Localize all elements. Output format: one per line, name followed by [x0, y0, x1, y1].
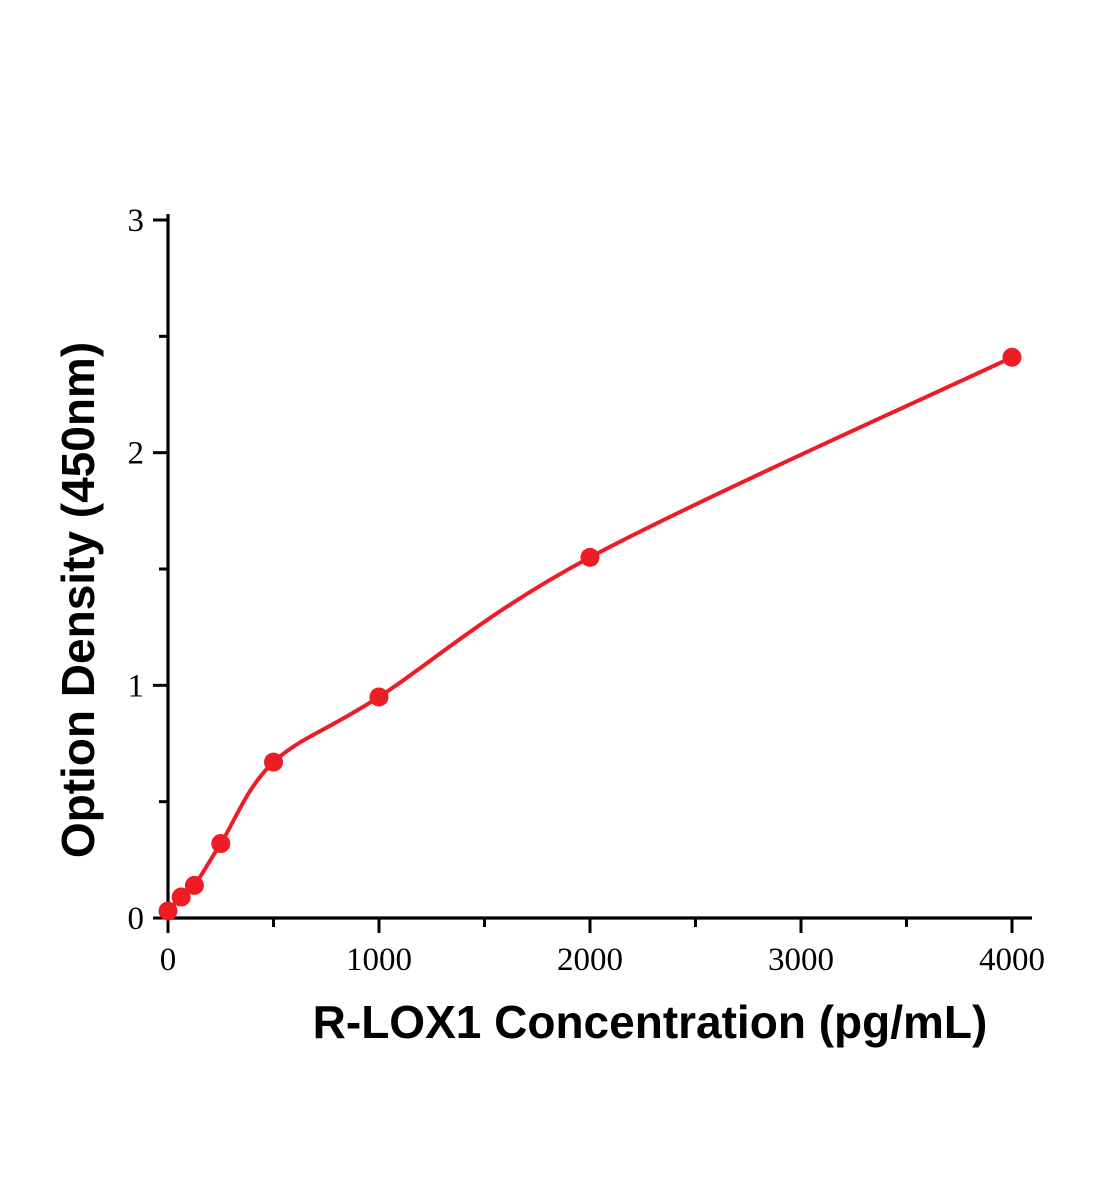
axis-ticks	[153, 218, 1014, 933]
axes	[166, 214, 1032, 920]
data-point-marker	[580, 547, 600, 567]
x-tick-label: 2000	[557, 942, 623, 978]
y-tick-label: 0	[128, 901, 145, 937]
data-point-marker	[158, 901, 178, 921]
data-point-marker	[211, 834, 231, 854]
fit-curve	[166, 355, 1014, 914]
x-tick-label: 4000	[979, 942, 1045, 978]
y-axis-title: Option Density (450nm)	[52, 341, 104, 859]
data-point-marker	[264, 752, 283, 772]
data-point-marker	[184, 875, 204, 895]
y-tick-label: 2	[128, 436, 145, 472]
standard-curve-line	[166, 355, 1014, 914]
x-axis-title: R-LOX1 Concentration (pg/mL)	[312, 996, 988, 1048]
y-tick-label: 3	[128, 203, 145, 239]
x-tick-label: 1000	[346, 942, 412, 978]
data-point-marker	[1002, 347, 1022, 367]
data-points	[158, 347, 1022, 921]
x-tick-label: 0	[160, 942, 177, 978]
data-point-marker	[171, 887, 191, 907]
data-point-marker	[369, 687, 389, 707]
x-tick-label: 3000	[768, 942, 834, 978]
tick-labels: 0 1000 2000 3000 4000 0 1 2 3	[128, 203, 1046, 978]
y-tick-label: 1	[128, 668, 145, 704]
